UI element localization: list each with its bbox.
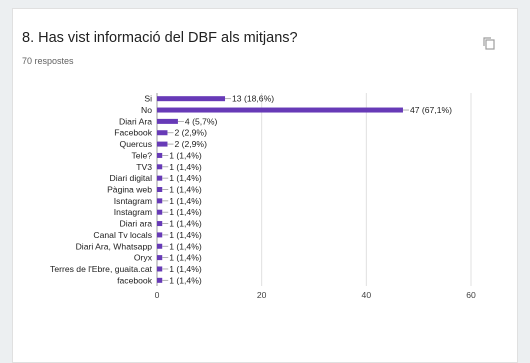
category-label: Pàgina web xyxy=(107,185,152,195)
bar xyxy=(157,209,163,215)
data-label: 1 (1,4%) xyxy=(169,173,202,183)
category-label: Terres de l'Ebre, guaita.cat xyxy=(50,264,153,274)
question-title: 8. Has vist informació del DBF als mitja… xyxy=(22,30,298,46)
bar xyxy=(157,175,163,181)
data-label: 47 (67,1%) xyxy=(410,105,452,115)
category-label: Diari ara xyxy=(120,219,153,229)
bar xyxy=(157,164,163,170)
category-label: Facebook xyxy=(114,128,152,138)
labels: 0 20 40 60 Si 13 (18,6%) No 47 (67,1%) Diari Ara… xyxy=(50,94,476,300)
data-label: 1 (1,4%) xyxy=(169,253,202,263)
category-label: Diari Ara xyxy=(119,116,152,126)
data-label: 13 (18,6%) xyxy=(232,94,274,104)
bar xyxy=(157,130,168,136)
data-label: 1 (1,4%) xyxy=(169,241,202,251)
data-label: 1 (1,4%) xyxy=(169,230,202,240)
bar xyxy=(157,266,163,272)
bar xyxy=(157,187,163,192)
category-label: facebook xyxy=(117,275,153,285)
bar xyxy=(157,232,163,238)
data-label: 1 (1,4%) xyxy=(169,162,202,172)
data-label: 1 (1,4%) xyxy=(169,150,202,160)
data-label: 1 (1,4%) xyxy=(169,207,202,217)
x-tick-label: 60 xyxy=(466,290,476,300)
x-tick-label: 20 xyxy=(257,290,267,300)
data-label: 4 (5,7%) xyxy=(185,116,218,126)
data-label: 1 (1,4%) xyxy=(169,196,202,206)
data-label: 2 (2,9%) xyxy=(174,139,207,149)
bar xyxy=(157,96,226,102)
data-label: 1 (1,4%) xyxy=(169,275,202,285)
bar xyxy=(157,118,178,124)
bar xyxy=(157,107,403,113)
bar xyxy=(157,255,163,261)
x-tick-label: 40 xyxy=(362,290,372,300)
category-label: Si xyxy=(144,94,152,104)
category-label: Diari Ara, Whatsapp xyxy=(76,241,153,251)
category-label: Isntagram xyxy=(114,196,152,206)
data-label: 1 (1,4%) xyxy=(169,185,202,195)
data-label: 1 (1,4%) xyxy=(169,219,202,229)
category-label: No xyxy=(141,105,152,115)
data-label: 2 (2,9%) xyxy=(174,128,207,138)
bar xyxy=(157,152,163,158)
category-label: TV3 xyxy=(136,162,152,172)
category-label: Instagram xyxy=(114,207,152,217)
bar xyxy=(157,243,163,249)
category-label: Tele? xyxy=(131,150,152,160)
data-label: 1 (1,4%) xyxy=(169,264,202,274)
response-count: 70 respostes xyxy=(22,56,74,66)
bars xyxy=(157,96,403,283)
bar xyxy=(157,141,168,147)
question-card xyxy=(12,8,518,363)
bar xyxy=(157,277,163,283)
category-label: Oryx xyxy=(134,253,153,263)
category-label: Quercus xyxy=(120,139,152,149)
copy-icon[interactable] xyxy=(482,36,496,50)
category-label: Diari digital xyxy=(109,173,152,183)
bar xyxy=(157,198,163,204)
bar xyxy=(157,221,163,227)
x-tick-label: 0 xyxy=(155,290,160,300)
category-label: Canal Tv locals xyxy=(93,230,152,240)
